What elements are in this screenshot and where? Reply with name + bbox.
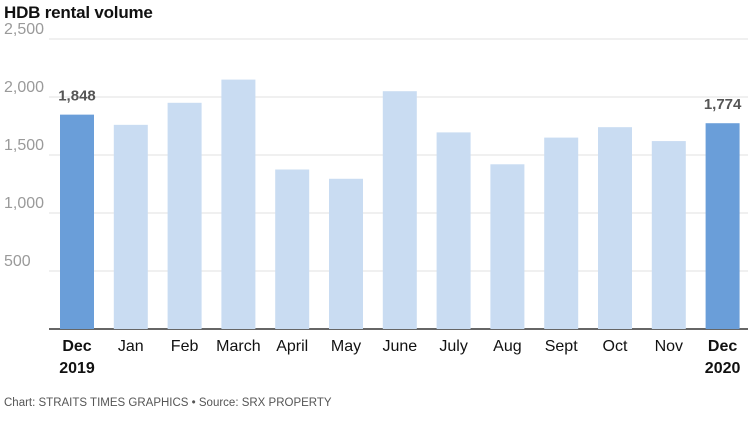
bar xyxy=(382,91,417,329)
labels: 500 1,000 1,500 2,000 2,500 Dec 2019 Jan Feb Marc… xyxy=(4,21,742,377)
bar xyxy=(490,164,525,329)
bar xyxy=(436,132,471,329)
x-tick-label: Sept xyxy=(545,338,578,355)
chart-title: HDB rental volume xyxy=(4,3,153,22)
bar xyxy=(60,114,94,329)
x-tick-label: Aug xyxy=(493,338,521,355)
x-tick-label: Nov xyxy=(655,338,683,355)
x-tick-label: June xyxy=(382,338,417,355)
bar xyxy=(598,127,632,329)
data-label: 1,774 xyxy=(704,96,742,113)
bar xyxy=(221,79,256,329)
x-tick-label: Oct xyxy=(603,338,628,355)
bar xyxy=(705,123,740,329)
x-tick-label: April xyxy=(276,338,308,355)
x-tick-label: Jan xyxy=(118,338,144,355)
x-tick-label: Dec xyxy=(708,338,737,355)
bar xyxy=(544,137,579,329)
x-tick-label: May xyxy=(331,338,361,355)
y-tick-label: 2,000 xyxy=(4,79,44,96)
bar xyxy=(275,169,310,329)
x-tick-label: July xyxy=(439,338,467,355)
bar xyxy=(329,178,363,329)
bars xyxy=(60,79,740,329)
y-tick-label: 1,000 xyxy=(4,195,44,212)
bar xyxy=(651,141,686,329)
y-tick-label: 1,500 xyxy=(4,137,44,154)
bar xyxy=(167,102,202,329)
x-tick-label: Feb xyxy=(171,338,199,355)
y-tick-label: 500 xyxy=(4,253,31,270)
bar xyxy=(113,124,148,329)
x-tick-label: 2019 xyxy=(59,360,95,377)
y-tick-label: 2,500 xyxy=(4,21,44,38)
x-tick-label: 2020 xyxy=(705,360,741,377)
x-tick-label: March xyxy=(216,338,260,355)
x-tick-label: Dec xyxy=(62,338,91,355)
chart-footer: Chart: STRAITS TIMES GRAPHICS • Source: … xyxy=(4,397,332,409)
data-label: 1,848 xyxy=(58,88,96,105)
